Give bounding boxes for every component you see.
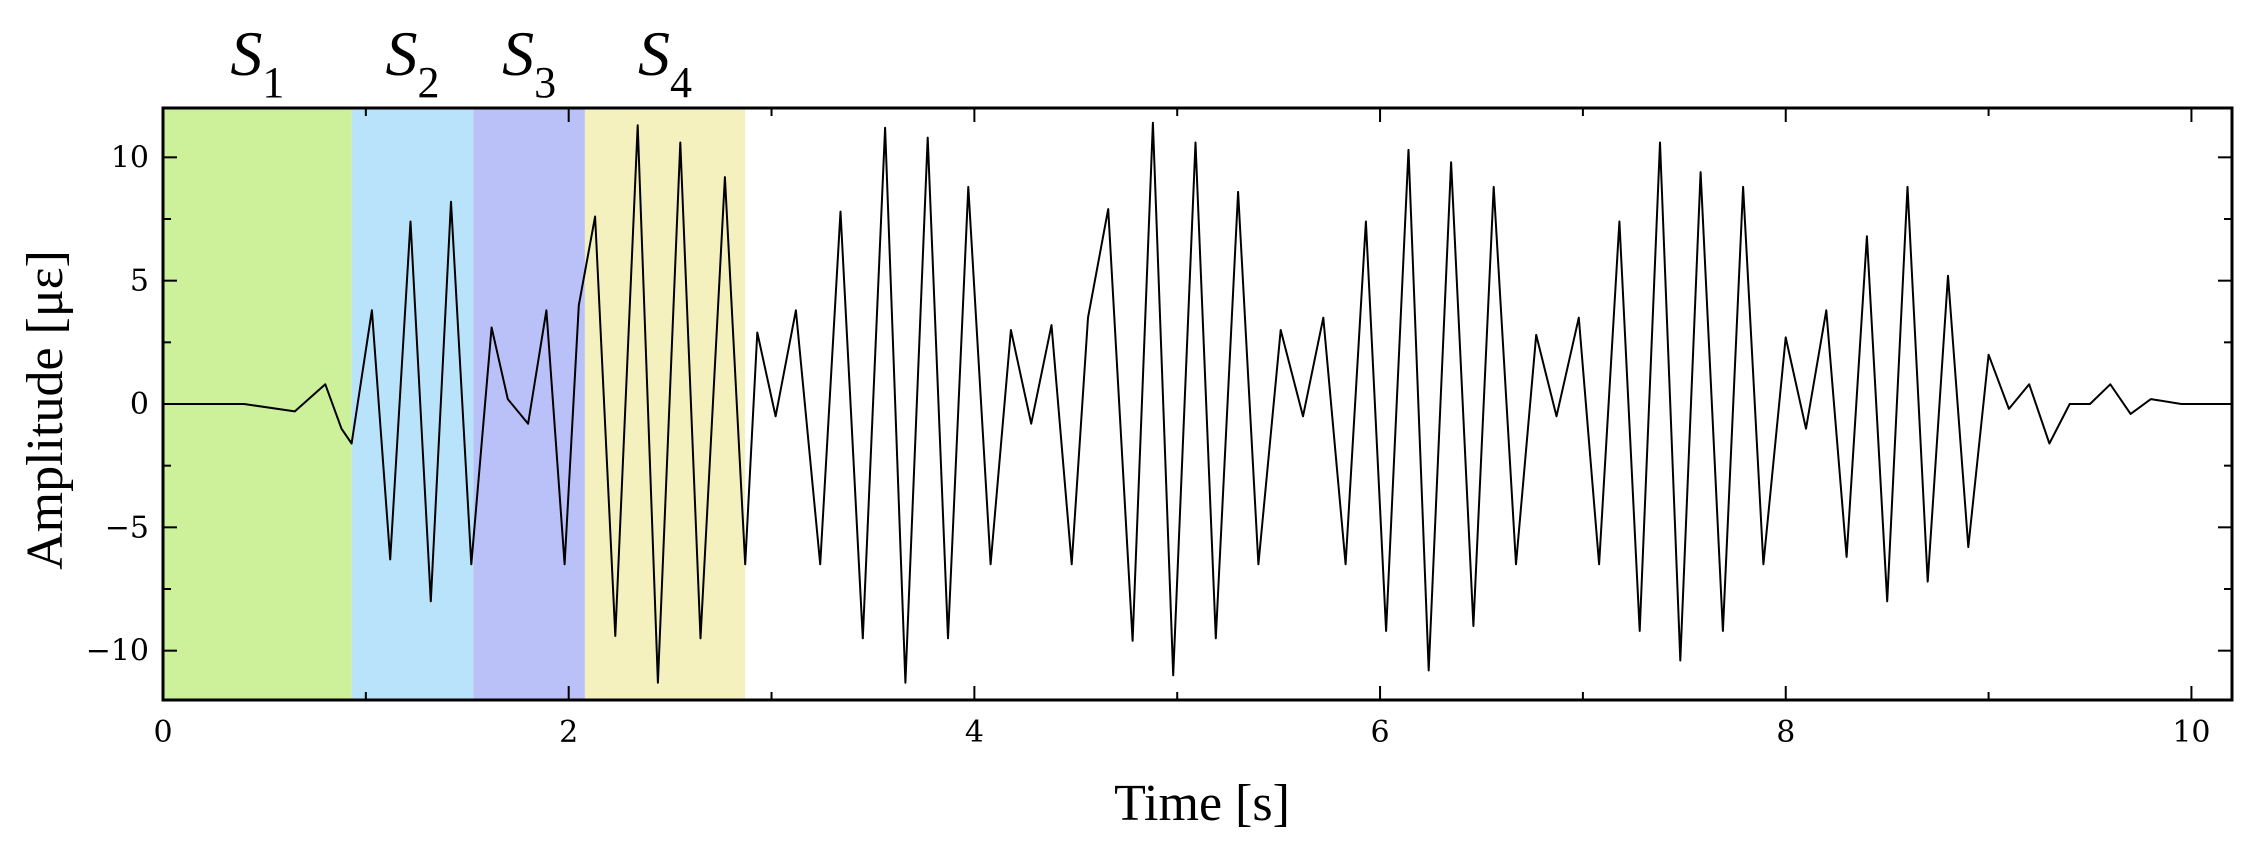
- region-layer: [163, 108, 746, 700]
- x-tick-label: 0: [153, 715, 172, 750]
- x-tick-label: 2: [559, 715, 578, 750]
- region-label-subscript: 2: [417, 58, 439, 107]
- region-label-subscript: 1: [262, 58, 284, 107]
- region-s4: [584, 108, 746, 700]
- ticks-layer: 0 2 4 6 8 10 10 5 0 −5 −10: [86, 108, 2232, 750]
- line-layer: [163, 121, 2232, 684]
- labels-layer: S1 S2 S3 S4: [230, 18, 692, 107]
- region-label-subscript: 4: [670, 58, 692, 107]
- x-tick-label: 10: [2172, 715, 2210, 750]
- region-label-subscript: 3: [534, 58, 556, 107]
- signal-line: [163, 121, 2232, 684]
- region-label-s2: S2: [385, 18, 439, 107]
- x-tick-label: 6: [1371, 715, 1390, 750]
- region-label-s3: S3: [502, 18, 556, 107]
- y-tick-label: −5: [105, 510, 149, 545]
- x-tick-label: 8: [1776, 715, 1795, 750]
- y-tick-label: 5: [130, 264, 149, 299]
- y-tick-label: 10: [111, 140, 149, 175]
- y-axis-title: Amplitude [με]: [17, 250, 74, 570]
- x-axis-title: Time [s]: [1114, 775, 1290, 832]
- region-s2: [351, 108, 474, 700]
- y-tick-label: −10: [86, 634, 149, 669]
- region-s3: [473, 108, 585, 700]
- x-tick-label: 4: [965, 715, 984, 750]
- y-tick-label: 0: [130, 387, 149, 422]
- region-label-s1: S1: [230, 18, 284, 107]
- region-label-s4: S4: [638, 18, 692, 107]
